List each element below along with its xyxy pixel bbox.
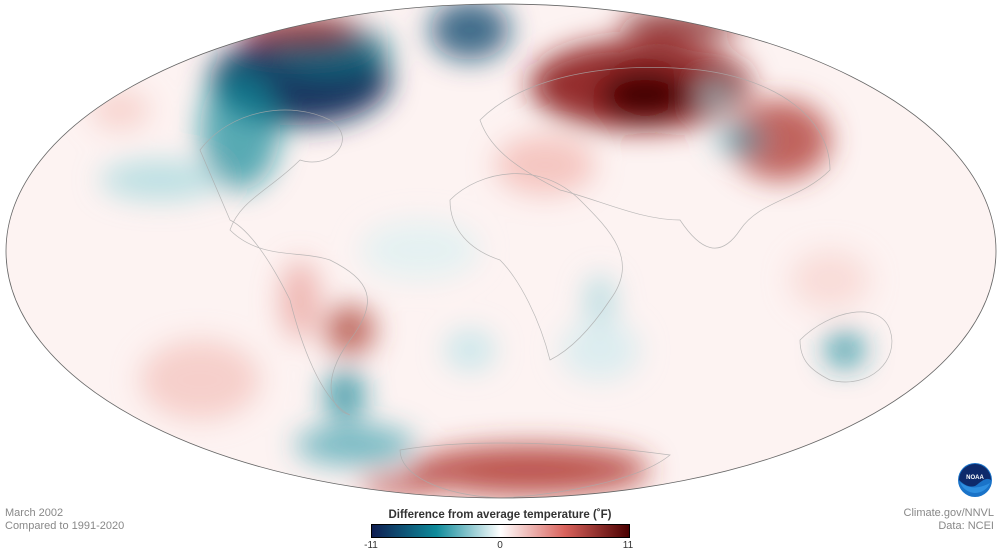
map-info: March 2002 Compared to 1991-2020 [5,507,124,533]
svg-text:NOAA: NOAA [966,475,984,481]
anomaly-region [790,250,870,310]
anomaly-region [730,100,830,180]
anomaly-region [410,445,650,495]
data-source: Data: NCEI [938,520,994,532]
anomaly-region [325,305,375,355]
anomaly-region [140,340,260,420]
anomaly-region [715,128,765,152]
anomaly-region [585,275,615,325]
anomaly-region [560,320,640,380]
anomaly-region [430,4,510,60]
globe-outline [5,3,997,499]
credits: Climate.gov/NNVL Data: NCEI [904,507,994,533]
legend-mid: 0 [497,540,503,551]
baseline-label: Compared to 1991-2020 [5,520,125,532]
date-label: March 2002 [5,507,64,519]
anomaly-region [360,475,440,495]
anomaly-region [445,330,495,370]
anomaly-region [240,15,360,45]
noaa-logo: NOAA [958,463,992,497]
legend-max: 11 [622,540,634,551]
legend-title: Difference from average temperature (˚F) [388,509,612,521]
anomaly-region [295,425,415,465]
anomaly-region [90,90,150,130]
credit-link[interactable]: Climate.gov/NNVL [903,507,994,519]
anomaly-region [100,160,220,200]
anomaly-region [700,85,730,105]
legend-color-bar [371,524,630,538]
land-outlines [199,67,893,498]
anomaly-region [620,10,740,40]
anomaly-region [360,220,480,280]
anomaly-region [325,370,365,420]
temperature-anomaly-map [5,3,997,499]
anomaly-region [495,135,595,195]
anomaly-region [600,70,690,120]
anomaly-region [825,332,865,368]
anomaly-region [280,260,320,340]
legend-min: -11 [364,540,378,551]
anomaly-region [200,70,280,190]
